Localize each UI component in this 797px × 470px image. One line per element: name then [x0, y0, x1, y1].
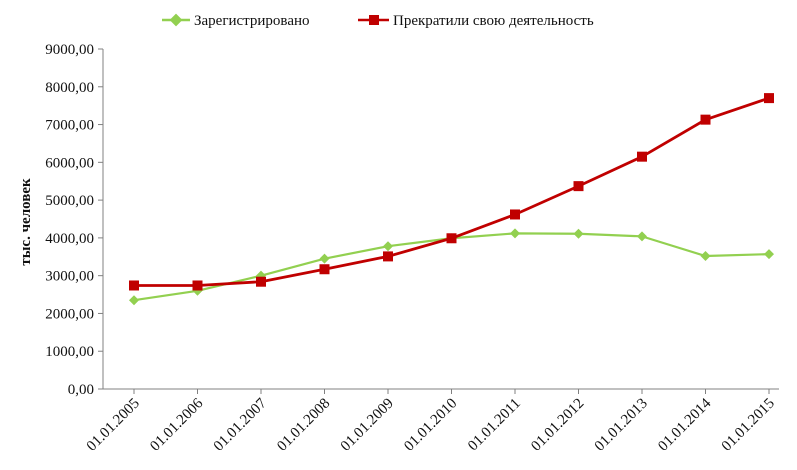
- x-tick-label: 01.01.2007: [211, 395, 270, 454]
- y-axis-title: тыс. человек: [18, 178, 34, 266]
- y-tick-label: 6000,00: [45, 155, 94, 171]
- plot-area: [129, 93, 774, 306]
- x-axis: 01.01.2005 01.01.2006 01.01.2007 01.01.2008…: [84, 388, 779, 455]
- x-tick-label: 01.01.2006: [147, 395, 206, 454]
- data-point: [383, 241, 393, 252]
- y-tick-label: 4000,00: [45, 231, 94, 247]
- y-tick-label: 0,00: [68, 382, 94, 398]
- data-point: [573, 228, 584, 239]
- y-tick-label: 9000,00: [45, 42, 94, 58]
- y-tick-label: 7000,00: [45, 118, 94, 134]
- data-point: [764, 93, 774, 104]
- data-point: [319, 253, 330, 264]
- data-point: [510, 228, 520, 239]
- data-point: [129, 295, 139, 306]
- data-point: [700, 251, 711, 262]
- legend-item-series-1: Зарегистрировано: [162, 13, 310, 29]
- data-point: [192, 280, 203, 291]
- y-tick-label: 1000,00: [45, 344, 94, 360]
- series-2: [129, 93, 774, 291]
- series-line-1: [133, 232, 770, 302]
- data-point: [637, 231, 647, 242]
- y-tick-label: 2000,00: [45, 306, 94, 322]
- x-tick-label: 01.01.2008: [274, 396, 333, 455]
- legend-marker-series-1: [169, 13, 183, 27]
- y-axis: 0,00 1000,00 2000,00 3000,00 4000,00 5000,00 6…: [45, 42, 104, 398]
- data-point: [700, 114, 711, 125]
- x-tick-label: 01.01.2015: [719, 396, 778, 455]
- legend-marker-series-2: [369, 15, 379, 25]
- legend-item-series-2: Прекратили свою деятельность: [358, 13, 594, 29]
- x-tick-label: 01.01.2013: [592, 396, 651, 455]
- x-tick-label: 01.01.2011: [465, 396, 524, 455]
- y-tick-label: 3000,00: [45, 269, 94, 285]
- y-tick-label: 5000,00: [45, 193, 94, 209]
- data-point: [573, 181, 584, 192]
- x-tick-label: 01.01.2014: [655, 395, 714, 454]
- data-point: [637, 151, 647, 162]
- data-point: [319, 264, 330, 275]
- x-tick-label: 01.01.2005: [84, 396, 143, 455]
- data-point: [510, 209, 520, 220]
- data-point: [383, 251, 393, 262]
- legend: Зарегистрировано Прекратили свою деятель…: [162, 13, 594, 29]
- data-point: [764, 249, 774, 260]
- y-tick-label: 8000,00: [45, 80, 94, 96]
- data-point: [129, 280, 139, 291]
- legend-label-series-2: Прекратили свою деятельность: [393, 13, 594, 29]
- x-tick-label: 01.01.2010: [401, 396, 460, 455]
- series-line-2: [134, 96, 770, 287]
- data-point: [256, 276, 266, 287]
- legend-label-series-1: Зарегистрировано: [194, 13, 310, 29]
- x-tick-label: 01.01.2012: [528, 396, 587, 455]
- data-point: [446, 233, 457, 244]
- x-tick-label: 01.01.2009: [338, 396, 397, 455]
